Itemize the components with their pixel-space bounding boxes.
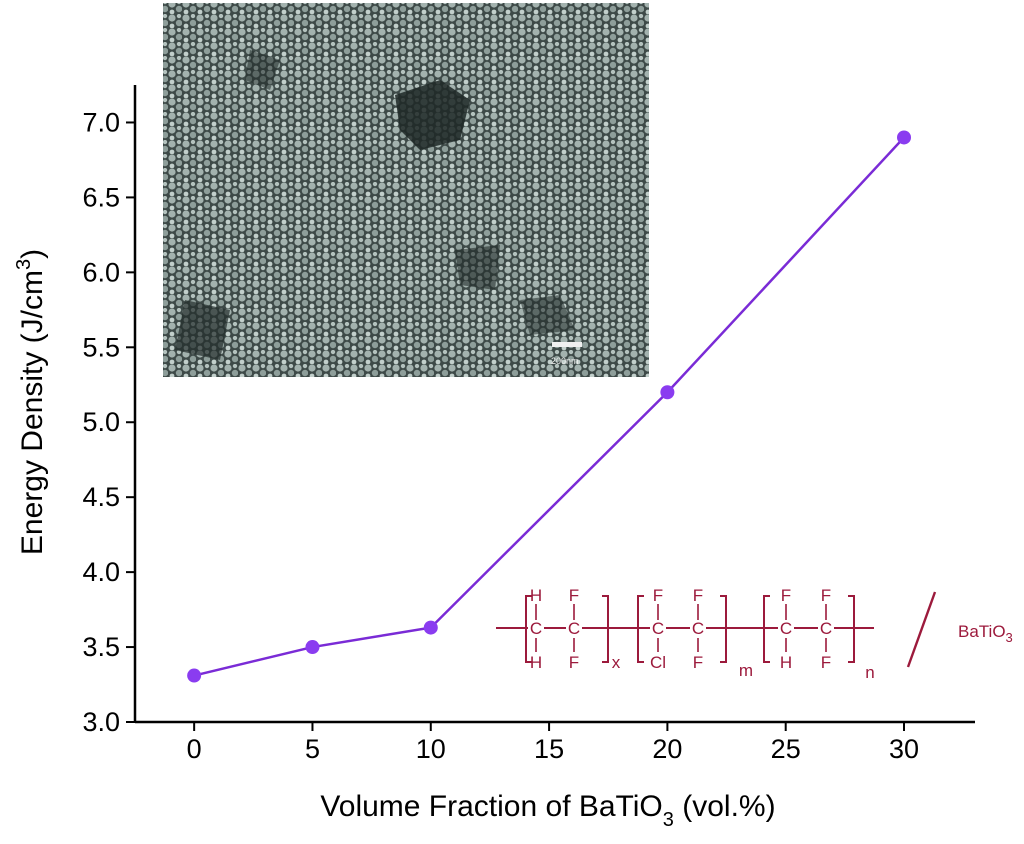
svg-text:C: C [692, 619, 704, 638]
data-point [305, 640, 320, 655]
unit-subscript-n: n [865, 663, 874, 682]
repeat-unit-2: C C F F Cl F m [637, 586, 753, 680]
data-point [660, 385, 675, 400]
bracket-left [637, 595, 644, 663]
y-tick-label: 7.0 [82, 107, 120, 137]
y-axis-title: Energy Density (J/cm3) [13, 249, 49, 555]
svg-text:C: C [820, 619, 832, 638]
x-tick-label: 15 [534, 734, 564, 764]
repeat-unit-1: C C H F H F x [525, 586, 621, 672]
unit-subscript-x: x [612, 653, 621, 672]
x-tick-label: 10 [416, 734, 446, 764]
composite-slash [906, 591, 937, 668]
bracket-left [763, 595, 770, 663]
svg-text:C: C [652, 619, 664, 638]
atom-top-1a: H [530, 586, 542, 605]
atom-top-3a: F [781, 586, 791, 605]
bracket-left [525, 595, 532, 663]
repeat-unit-3: C C F F H F n [763, 586, 875, 682]
y-tick-label: 3.0 [82, 707, 120, 737]
y-tick-label: 3.5 [82, 632, 120, 662]
atom-top-1b: F [569, 586, 579, 605]
x-tick-label: 30 [889, 734, 919, 764]
svg-text:C: C [568, 619, 580, 638]
atom-top-2a: F [653, 586, 663, 605]
bracket-right [720, 595, 727, 663]
y-tick-label: 4.5 [82, 482, 120, 512]
y-tick-label: 6.0 [82, 257, 120, 287]
atom-top-2b: F [693, 586, 703, 605]
x-tick-label: 25 [771, 734, 801, 764]
atom-bottom-2b: F [693, 653, 703, 672]
atom-bottom-3b: F [821, 653, 831, 672]
atom-bottom-1b: F [569, 653, 579, 672]
data-point [187, 668, 202, 683]
series-layer [187, 130, 912, 683]
x-axis-title: Volume Fraction of BaTiO3 (vol.%) [320, 790, 775, 831]
x-tick-label: 5 [305, 734, 320, 764]
svg-text:C: C [530, 619, 542, 638]
atom-bottom-2a: Cl [650, 653, 666, 672]
y-tick-label: 5.0 [82, 407, 120, 437]
sem-inset-image: 200nm [163, 3, 649, 377]
scale-bar-label: 200nm [551, 356, 579, 366]
polymer-structure: C C H F H F x C C F F Cl F [496, 586, 1013, 682]
y-tick-label: 6.5 [82, 182, 120, 212]
atom-bottom-1a: H [530, 653, 542, 672]
axes [133, 85, 975, 724]
y-tick-label: 4.0 [82, 557, 120, 587]
bracket-right [848, 595, 855, 663]
bracket-right [602, 595, 609, 663]
atom-top-3b: F [821, 586, 831, 605]
filler-label: BaTiO3 [958, 622, 1013, 645]
data-point [897, 130, 912, 145]
unit-subscript-m: m [739, 661, 753, 680]
x-axis-ticks: 0 5 10 15 20 25 30 [187, 722, 919, 764]
x-tick-label: 0 [187, 734, 202, 764]
y-axis-ticks: 3.0 3.5 4.0 4.5 5.0 5.5 6.0 6.5 7.0 [82, 107, 135, 737]
y-tick-label: 5.5 [82, 332, 120, 362]
atom-bottom-3a: H [780, 653, 792, 672]
scale-bar: 200nm [551, 342, 582, 366]
data-point [423, 620, 438, 635]
svg-text:C: C [780, 619, 792, 638]
x-tick-label: 20 [652, 734, 682, 764]
